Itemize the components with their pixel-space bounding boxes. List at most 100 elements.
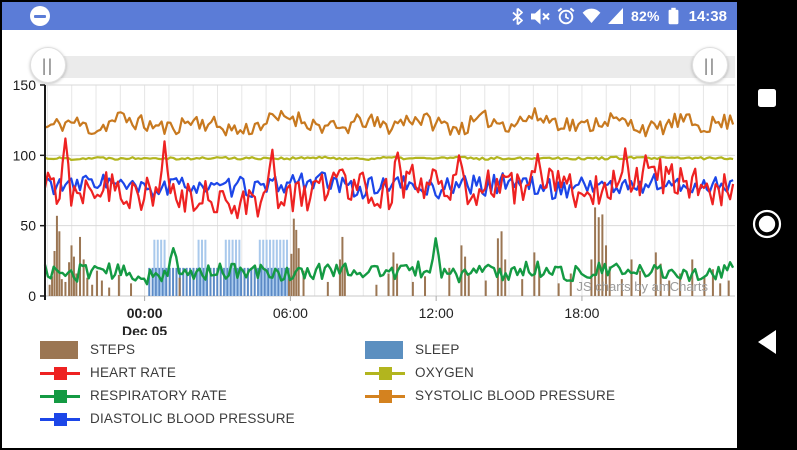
steps-bar	[538, 266, 541, 296]
sleep-bar	[277, 267, 280, 296]
volume-mute-icon	[531, 8, 550, 24]
y-tick-label: 150	[13, 77, 37, 93]
steps-bar	[424, 276, 427, 296]
legend-item-sleep[interactable]: SLEEP	[365, 338, 615, 361]
recents-square-icon	[758, 89, 776, 107]
steps-bar	[64, 281, 67, 296]
sleep-bar	[185, 267, 188, 296]
sleep-bar	[240, 267, 243, 296]
steps-bar	[467, 274, 470, 296]
steps-bar	[117, 274, 120, 296]
scrollbar-left-handle[interactable]: ||	[30, 47, 66, 83]
deep-sleep-bar	[156, 239, 159, 296]
deep-sleep-bar	[275, 239, 278, 296]
legend-label: SLEEP	[415, 342, 460, 357]
deep-sleep-bar	[265, 239, 268, 296]
home-circle-icon	[752, 209, 782, 239]
sleep-bar	[199, 267, 202, 296]
series-oxygen	[44, 155, 734, 161]
chart-legend: STEPS HEART RATE RESPIRATORY RATE DIASTO…	[40, 338, 700, 430]
steps-bar	[302, 270, 305, 296]
steps-bar	[639, 270, 642, 296]
recents-button[interactable]	[737, 68, 797, 128]
sleep-bar	[158, 267, 161, 296]
steps-bar	[557, 283, 560, 296]
sleep-bar	[253, 267, 256, 296]
wifi-icon	[582, 8, 601, 23]
sleep-bar	[229, 267, 232, 296]
steps-bar	[601, 214, 604, 296]
sleep-bar	[233, 267, 236, 296]
sleep-bar	[195, 267, 198, 296]
steps-bar	[484, 280, 487, 296]
steps-bar	[500, 231, 503, 296]
steps-bar	[679, 273, 682, 296]
steps-bar	[521, 279, 524, 296]
steps-bar	[91, 284, 94, 296]
steps-bar	[727, 280, 730, 296]
deep-sleep-bar	[269, 239, 272, 296]
chart-scrollbar[interactable]	[45, 56, 735, 78]
sleep-bar	[270, 267, 273, 296]
deep-sleep-bar	[200, 239, 203, 296]
sleep-bar	[263, 267, 266, 296]
bluetooth-icon	[512, 7, 523, 25]
sleep-bar	[202, 267, 205, 296]
legend-item-diastolic-bp[interactable]: DIASTOLIC BLOOD PRESSURE	[40, 407, 365, 430]
legend-item-systolic-bp[interactable]: SYSTOLIC BLOOD PRESSURE	[365, 384, 615, 407]
steps-bar	[691, 259, 694, 296]
x-tick-label: 18:00	[564, 305, 599, 321]
series-heart-rate	[43, 137, 735, 220]
steps-bar	[464, 256, 467, 296]
respiratory-rate-swatch	[40, 386, 80, 406]
steps-bar	[60, 279, 63, 296]
status-bar: 82% 14:38	[2, 2, 737, 30]
steps-bar	[290, 253, 293, 296]
sleep-bar	[223, 267, 226, 296]
steps-bar	[569, 273, 572, 296]
sleep-bar	[280, 267, 283, 296]
chart-canvas[interactable]: 0 50 100 150 00:00 Dec 05 06:00 12:00 18:00 JS ch…	[2, 30, 737, 335]
legend-item-respiratory-rate[interactable]: RESPIRATORY RATE	[40, 384, 365, 407]
scrollbar-right-handle[interactable]: ||	[692, 47, 728, 83]
diastolic-bp-swatch	[40, 409, 80, 429]
steps-bar	[338, 259, 341, 296]
steps-bar	[178, 277, 181, 296]
deep-sleep-bar	[272, 239, 275, 296]
x-tick-sublabel: Dec 05	[122, 323, 167, 335]
sleep-bar	[175, 267, 178, 296]
deep-sleep-bar	[153, 239, 156, 296]
legend-item-oxygen[interactable]: OXYGEN	[365, 361, 615, 384]
legend-label: STEPS	[90, 342, 136, 357]
sleep-bar	[155, 267, 158, 296]
back-button[interactable]	[737, 312, 797, 372]
legend-item-steps[interactable]: STEPS	[40, 338, 365, 361]
series-systolic-blood-pressure	[44, 107, 735, 138]
legend-label: RESPIRATORY RATE	[90, 388, 227, 403]
steps-bar	[496, 238, 499, 296]
sleep-bar	[216, 267, 219, 296]
steps-bar	[287, 279, 290, 296]
alarm-clock-icon	[557, 7, 575, 25]
steps-bar	[711, 269, 714, 296]
sleep-bar	[274, 267, 277, 296]
home-button[interactable]	[737, 194, 797, 254]
steps-bar	[448, 267, 451, 296]
steps-swatch	[40, 340, 80, 360]
y-tick-label: 100	[13, 147, 37, 163]
steps-bar	[53, 250, 56, 296]
steps-bar	[396, 263, 399, 296]
legend-item-heart-rate[interactable]: HEART RATE	[40, 361, 365, 384]
deep-sleep-bar	[160, 239, 163, 296]
steps-bar	[297, 248, 300, 296]
systolic-bp-swatch	[365, 386, 405, 406]
steps-bar	[597, 217, 600, 296]
deep-sleep-bar	[282, 239, 285, 296]
sleep-bar	[168, 267, 171, 296]
steps-bar	[108, 287, 111, 296]
oxygen-swatch	[365, 363, 405, 383]
sleep-bar	[209, 267, 212, 296]
sleep-bar	[182, 267, 185, 296]
status-time: 14:38	[688, 7, 727, 25]
steps-bar	[75, 273, 78, 296]
